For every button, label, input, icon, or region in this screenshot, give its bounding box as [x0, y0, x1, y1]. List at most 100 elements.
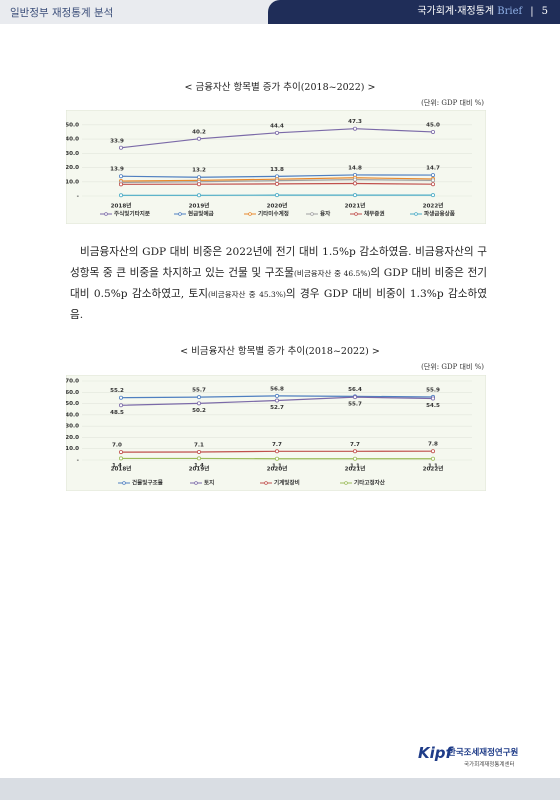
data-point	[430, 182, 435, 187]
data-label: 48.5	[110, 410, 124, 416]
y-tick-label: -	[77, 458, 80, 464]
data-point	[430, 193, 435, 198]
footer-band	[0, 778, 560, 800]
y-tick-label: 20.0	[66, 165, 79, 171]
separator: |	[530, 6, 534, 17]
x-tick-label: 2019년	[189, 202, 210, 210]
data-label: 50.2	[192, 408, 206, 414]
data-point	[196, 395, 201, 400]
paragraph-text: 의 경우 GDP 대비 비중이 1.3%p 감소하였음.	[70, 288, 487, 321]
legend-marker	[248, 212, 252, 216]
data-point	[352, 449, 357, 454]
data-label: 1.4	[112, 463, 122, 469]
data-point	[196, 449, 201, 454]
y-tick-label: 10.0	[66, 179, 79, 185]
data-point	[430, 396, 435, 401]
data-label: 13.2	[192, 168, 206, 174]
data-point	[119, 403, 124, 408]
data-label: 44.4	[270, 123, 284, 129]
header-series: 국가회계·재정통계	[417, 6, 495, 17]
data-label: 1.1	[428, 463, 438, 469]
data-label: 13.8	[270, 167, 284, 173]
legend-label: 기타미수계정	[258, 210, 289, 218]
y-tick-label: 60.0	[66, 390, 79, 396]
paragraph: 비금융자산의 GDP 대비 비중은 2022년에 전기 대비 1.5%p 감소하…	[70, 242, 487, 326]
data-point	[430, 449, 435, 454]
legend-marker	[414, 212, 418, 216]
data-label: 7.0	[112, 443, 122, 449]
data-point	[274, 178, 279, 183]
y-tick-label: 50.0	[66, 122, 79, 128]
data-label: 7.1	[194, 442, 204, 448]
data-point	[196, 456, 201, 461]
y-tick-label: 50.0	[66, 401, 79, 407]
y-tick-label: 30.0	[66, 424, 79, 430]
data-point	[119, 174, 124, 179]
legend-label: 채무증권	[364, 210, 385, 218]
legend-marker	[264, 481, 268, 485]
data-label: 45.0	[426, 122, 440, 128]
data-point	[119, 456, 124, 461]
data-label: 14.7	[426, 166, 440, 172]
x-tick-label: 2019년	[189, 465, 210, 473]
legend-marker	[122, 481, 126, 485]
data-point	[274, 393, 279, 398]
y-tick-label: 20.0	[66, 435, 79, 441]
data-point	[430, 129, 435, 134]
legend-label: 기계및장비	[274, 479, 300, 487]
data-label: 40.2	[192, 129, 206, 135]
data-label: 56.4	[348, 387, 362, 393]
chart: - 10.0 20.0 30.0 40.0 50.0 60.0 70.0 2018년 2019년 2…	[66, 375, 486, 491]
center-name: 국가회계재정통계센터	[464, 762, 515, 768]
legend-marker	[194, 481, 198, 485]
page-number: 5	[541, 6, 548, 17]
data-label: 55.2	[110, 388, 124, 394]
data-point	[196, 401, 201, 406]
data-point	[274, 130, 279, 135]
legend-label: 주식및기타지분	[114, 210, 150, 218]
data-point	[352, 126, 357, 131]
legend-marker	[354, 212, 358, 216]
legend-marker	[104, 212, 108, 216]
legend-label: 현금및예금	[188, 210, 214, 218]
paragraph-text: 비금융자산의 GDP 대비 비중은 2022년에 전기 대비 1.5%p 감소하…	[70, 246, 487, 279]
data-point	[274, 456, 279, 461]
data-point	[274, 193, 279, 198]
unit-note: (단위: GDP 대비 %)	[421, 363, 484, 371]
data-point	[119, 145, 124, 150]
data-point	[119, 450, 124, 455]
data-point	[119, 193, 124, 198]
legend-label: 융자	[320, 210, 331, 218]
legend-label: 기타고정자산	[354, 479, 386, 487]
data-label: 55.7	[192, 388, 206, 394]
y-tick-label: -	[77, 194, 80, 200]
x-tick-label: 2021년	[345, 202, 366, 210]
y-tick-label: 70.0	[66, 379, 79, 385]
data-label: 1.1	[350, 463, 360, 469]
legend-label: 토지	[204, 479, 214, 487]
data-label: 13.9	[110, 167, 124, 173]
header-right: 국가회계·재정통계 Brief | 5	[268, 0, 560, 24]
data-label: 55.7	[348, 402, 362, 408]
paragraph-text: 의 GDP 대비 비중은 전기 대비 0.5%p 감소하였고, 토지	[70, 267, 487, 300]
y-tick-label: 10.0	[66, 446, 79, 452]
data-point	[196, 182, 201, 187]
legend-label: 건물및구조물	[132, 479, 163, 487]
x-tick-label: 2020년	[267, 465, 288, 473]
data-point	[274, 449, 279, 454]
data-point	[352, 456, 357, 461]
data-point	[196, 175, 201, 180]
data-point	[274, 181, 279, 186]
data-label: 7.7	[272, 442, 282, 448]
legend-marker	[178, 212, 182, 216]
data-label: 1.1	[272, 463, 282, 469]
data-point	[430, 178, 435, 183]
data-point	[196, 136, 201, 141]
paragraph-note: (비금융자산 중 45.3%)	[207, 290, 286, 299]
chart-background	[66, 110, 486, 224]
data-label: 33.9	[110, 138, 124, 144]
data-label: 14.8	[348, 165, 362, 171]
x-tick-label: 2022년	[423, 465, 444, 473]
legend-marker	[310, 212, 314, 216]
